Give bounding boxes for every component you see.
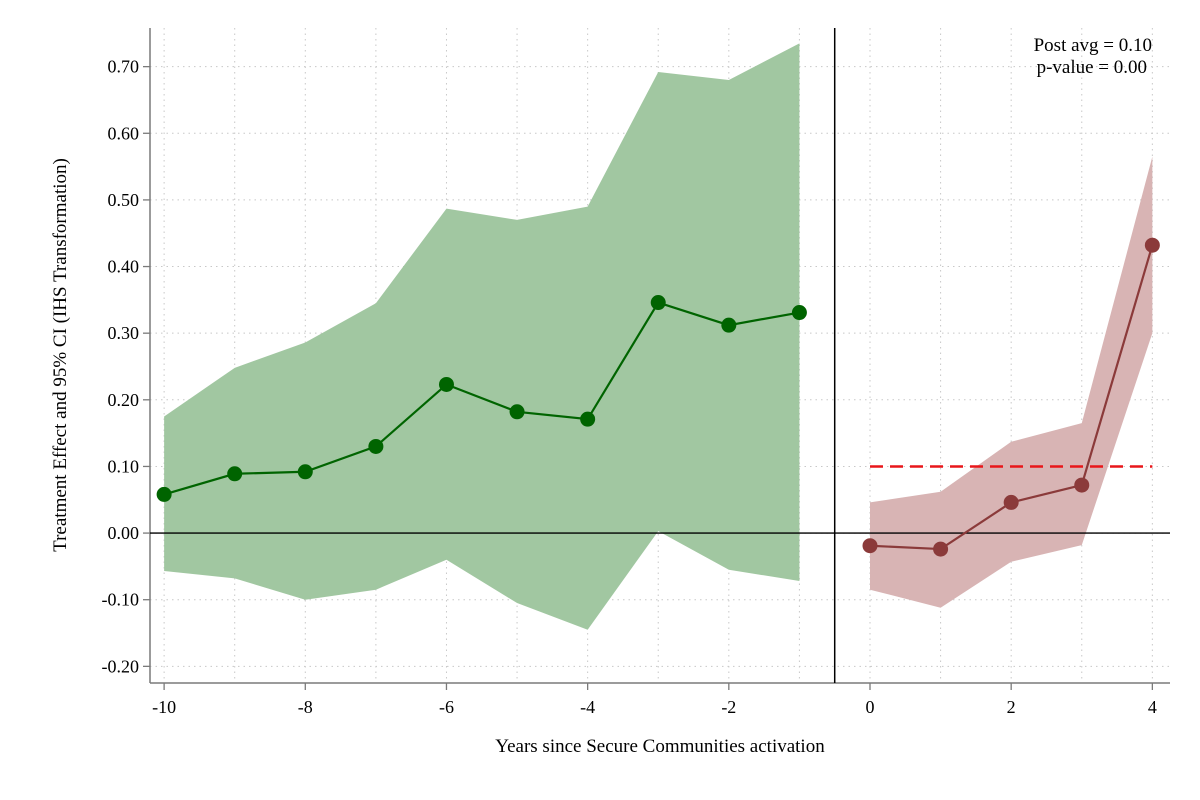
- ci-band-1: [870, 156, 1153, 608]
- series-0-point-3: [368, 438, 384, 454]
- x-tick-label-4: -2: [721, 697, 736, 717]
- confidence-bands: [164, 43, 1153, 630]
- y-tick-label-1: -0.10: [102, 590, 140, 610]
- x-axis-label: Years since Secure Communities activatio…: [495, 736, 825, 757]
- series-0-point-5: [509, 404, 525, 420]
- x-tick-label-3: -4: [580, 697, 595, 717]
- x-tick-label-1: -8: [298, 697, 313, 717]
- y-tick-label-4: 0.20: [108, 390, 140, 410]
- x-tick-label-6: 2: [1007, 697, 1016, 717]
- series-1-point-1: [933, 541, 949, 557]
- axes: [143, 28, 1170, 690]
- series-0-point-0: [156, 486, 172, 502]
- y-tick-label-8: 0.60: [108, 123, 140, 143]
- y-tick-label-6: 0.40: [108, 257, 140, 277]
- y-tick-label-0: -0.20: [102, 656, 140, 676]
- y-tick-label-3: 0.10: [108, 456, 140, 476]
- y-tick-label-2: 0.00: [108, 523, 140, 543]
- series-1-point-4: [1144, 237, 1160, 253]
- ci-band-0: [164, 43, 800, 630]
- series-line-0: [163, 301, 800, 496]
- y-tick-label-9: 0.70: [108, 57, 140, 77]
- tick-labels: -10 -8 -6 -4 -2 0 2 4 -0.20 -0.10 0.00 0.10 0.20 0.30…: [102, 57, 1157, 717]
- post-average-annotation: Post avg = 0.10: [1034, 35, 1152, 56]
- series-0-point-7: [650, 295, 666, 311]
- series-0-point-2: [297, 464, 313, 480]
- series: [156, 237, 1160, 557]
- y-axis-label: Treatment Effect and 95% CI (IHS Transfo…: [50, 158, 71, 552]
- x-tick-label-5: 0: [866, 697, 875, 717]
- series-0-point-6: [580, 411, 596, 427]
- y-tick-label-5: 0.30: [108, 323, 140, 343]
- series-0-point-9: [791, 305, 807, 321]
- series-1-point-2: [1003, 494, 1019, 510]
- series-1-point-3: [1074, 477, 1090, 493]
- series-0-point-8: [721, 317, 737, 333]
- y-tick-label-7: 0.50: [108, 190, 140, 210]
- x-tick-label-2: -6: [439, 697, 454, 717]
- series-1-point-0: [862, 538, 878, 554]
- x-tick-label-0: -10: [152, 697, 176, 717]
- series-0-point-1: [227, 466, 243, 482]
- series-0-point-4: [438, 376, 454, 392]
- p-value-annotation: p-value = 0.00: [1037, 57, 1147, 78]
- x-tick-label-7: 4: [1148, 697, 1157, 717]
